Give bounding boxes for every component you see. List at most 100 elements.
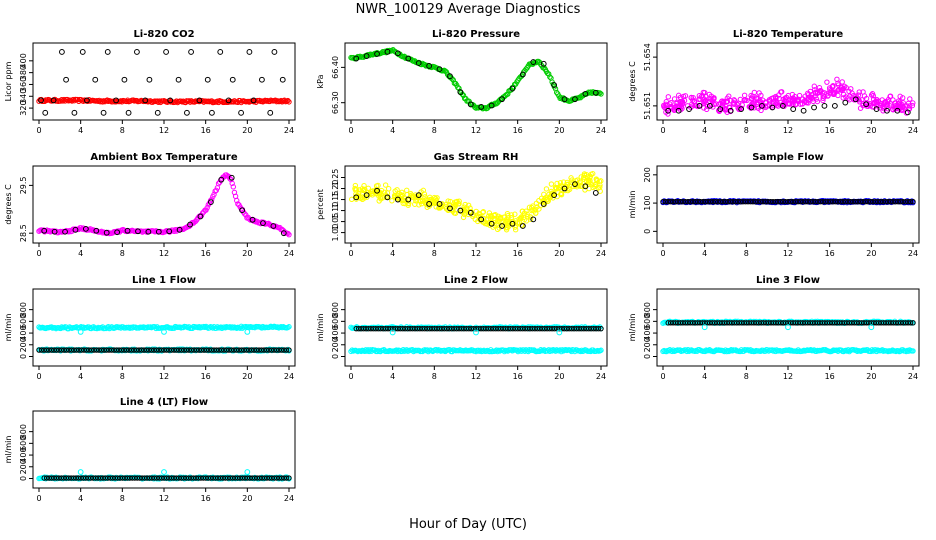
data-point: [226, 347, 232, 353]
data-point: [263, 347, 270, 353]
data-point: [495, 216, 501, 222]
x-tick-label: 12: [783, 372, 793, 381]
data-point: [546, 71, 552, 77]
data-point: [173, 347, 180, 353]
data-point: [456, 201, 462, 207]
x-tick-label: 24: [596, 126, 606, 135]
x-tick-label: 24: [908, 126, 918, 135]
chart-title: Line 1 Flow: [132, 275, 196, 286]
data-point: [797, 198, 804, 205]
x-tick-label: 8: [120, 249, 125, 258]
data-point: [228, 347, 235, 353]
data-point: [763, 99, 769, 105]
y-tick-label: 800: [19, 302, 28, 317]
series-fine: [349, 170, 604, 233]
data-point: [480, 209, 487, 215]
y-tick-label: 200: [19, 459, 28, 474]
data-point: [426, 63, 433, 69]
data-point: [868, 324, 875, 331]
data-point: [598, 91, 604, 97]
data-point: [707, 198, 714, 205]
data-point: [91, 347, 97, 353]
y-tick-label: 0: [19, 354, 28, 359]
data-point: [727, 107, 734, 114]
data-point: [696, 102, 703, 109]
x-tick-label: 12: [783, 249, 793, 258]
data-point: [467, 101, 474, 108]
series-fine-low: [660, 346, 916, 355]
x-tick-label: 0: [348, 249, 353, 258]
data-point: [705, 198, 711, 205]
data-point: [248, 347, 255, 353]
data-point: [71, 109, 78, 116]
data-point: [374, 51, 380, 57]
data-point: [156, 347, 162, 353]
data-point: [81, 347, 87, 353]
data-point: [895, 104, 902, 111]
data-point: [910, 348, 916, 354]
data-point: [278, 347, 285, 353]
x-tick-label: 8: [120, 494, 125, 503]
data-point: [735, 198, 741, 205]
data-point: [155, 228, 162, 235]
data-point: [128, 347, 135, 353]
chart-line4: Line 4 (LT) Flow ml/min 0 4 8 12 16 20 24 0 200400…: [4, 397, 296, 503]
data-point: [906, 103, 913, 109]
data-point: [473, 329, 479, 336]
data-point: [209, 196, 215, 203]
data-point: [895, 198, 901, 205]
data-point: [209, 109, 215, 116]
y-tick-label: 600: [19, 314, 28, 329]
data-point: [752, 198, 759, 205]
data-point: [772, 198, 779, 205]
data-point: [700, 198, 706, 205]
data-point: [271, 49, 278, 55]
data-point: [680, 198, 686, 205]
data-point: [246, 49, 253, 55]
data-point: [790, 106, 797, 113]
x-tick-label: 20: [866, 372, 876, 381]
data-point: [742, 198, 749, 205]
data-point: [217, 49, 224, 55]
data-point: [765, 198, 771, 205]
x-tick-label: 24: [596, 372, 606, 381]
data-point: [353, 55, 360, 62]
chart-title: Line 3 Flow: [756, 275, 820, 286]
y-tick-label: 0: [643, 354, 652, 359]
data-point: [817, 198, 824, 205]
data-point: [131, 347, 137, 353]
data-point: [447, 198, 454, 205]
data-point: [842, 99, 849, 106]
data-point: [675, 107, 682, 114]
x-tick-label: 0: [36, 494, 41, 503]
data-point: [268, 347, 275, 353]
data-point: [73, 347, 80, 353]
data-point: [78, 347, 85, 353]
data-point: [103, 347, 110, 353]
data-point: [757, 98, 763, 104]
data-point: [63, 347, 70, 353]
data-point: [130, 97, 137, 103]
data-point: [910, 198, 916, 205]
data-point: [597, 184, 603, 190]
x-tick-label: 16: [825, 249, 835, 258]
data-point: [558, 192, 565, 198]
data-point: [496, 219, 502, 225]
x-tick-label: 20: [242, 249, 252, 258]
data-point: [780, 198, 786, 205]
data-point: [358, 348, 364, 355]
data-point: [196, 347, 202, 353]
data-point: [740, 198, 746, 205]
data-point: [187, 221, 193, 228]
data-point: [111, 347, 117, 353]
y-axis-label: percent: [316, 189, 325, 220]
data-point: [847, 93, 853, 99]
data-point: [203, 347, 210, 353]
y-axis-label: ml/min: [4, 436, 13, 464]
data-point: [767, 198, 774, 205]
data-point: [364, 191, 371, 198]
data-point: [842, 198, 849, 205]
data-point: [381, 189, 388, 196]
data-point: [36, 347, 42, 353]
